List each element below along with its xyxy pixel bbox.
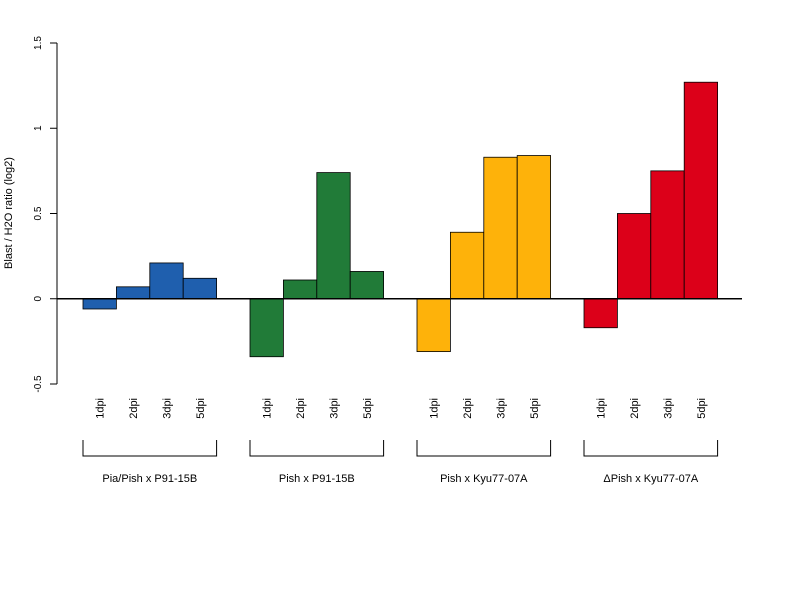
group-brackets: Pia/Pish x P91-15B Pish x P91-15B Pish x K… (82, 440, 719, 485)
bar (316, 172, 351, 300)
bar (349, 271, 385, 300)
y-tick-label: 1.5 (33, 36, 44, 50)
x-tick-label: 5dpi (195, 398, 207, 419)
x-tick-label: 2dpi (128, 398, 140, 419)
x-tick-label: 3dpi (329, 398, 341, 419)
bars (82, 81, 719, 358)
x-tick-label: 1dpi (596, 398, 608, 419)
group-bracket (583, 440, 719, 457)
group-label: Pish x Kyu77-07A (440, 473, 528, 485)
group-label: Pish x P91-15B (279, 473, 355, 485)
group-bracket (82, 440, 218, 457)
x-tick-label: 5dpi (529, 398, 541, 419)
bar (683, 81, 719, 300)
bar (449, 231, 485, 300)
x-tick-label: 1dpi (262, 398, 274, 419)
x-tick-label: 1dpi (429, 398, 441, 419)
bar (282, 279, 318, 300)
y-tick-label: -0.5 (33, 375, 44, 393)
bar (149, 262, 184, 300)
x-tick-label: 3dpi (162, 398, 174, 419)
x-tick-label: 5dpi (696, 398, 708, 419)
bar (617, 213, 652, 300)
x-tick-label: 2dpi (462, 398, 474, 419)
bar (483, 156, 518, 300)
x-tick-label: 3dpi (663, 398, 675, 419)
x-tick-label: 1dpi (95, 398, 107, 419)
bar (516, 155, 552, 300)
y-axis: -0.5 0 0.5 1 1.5 (33, 36, 58, 393)
y-tick-label: 1 (33, 125, 44, 131)
bar (650, 170, 685, 300)
bar (182, 277, 217, 300)
bar (583, 298, 618, 329)
y-tick-label: 0 (33, 296, 44, 302)
group-label: Pia/Pish x P91-15B (102, 473, 197, 485)
x-tick-label: 3dpi (496, 398, 508, 419)
group-bracket (249, 440, 385, 457)
bar (416, 298, 451, 353)
bar (82, 298, 117, 310)
bar (116, 286, 151, 300)
y-tick-label: 0.5 (33, 206, 44, 220)
x-tick-labels: 1dpi 2dpi 3dpi 5dpi 1dpi 2dpi 3dpi 5dpi 1dpi 2dpi… (95, 398, 708, 419)
x-tick-label: 5dpi (362, 398, 374, 419)
x-tick-label: 2dpi (629, 398, 641, 419)
bar (249, 298, 284, 358)
group-label: ΔPish x Kyu77-07A (603, 473, 698, 485)
y-axis-label: Blast / H2O ratio (log2) (3, 157, 15, 269)
group-bracket (416, 440, 552, 457)
x-tick-label: 2dpi (295, 398, 307, 419)
